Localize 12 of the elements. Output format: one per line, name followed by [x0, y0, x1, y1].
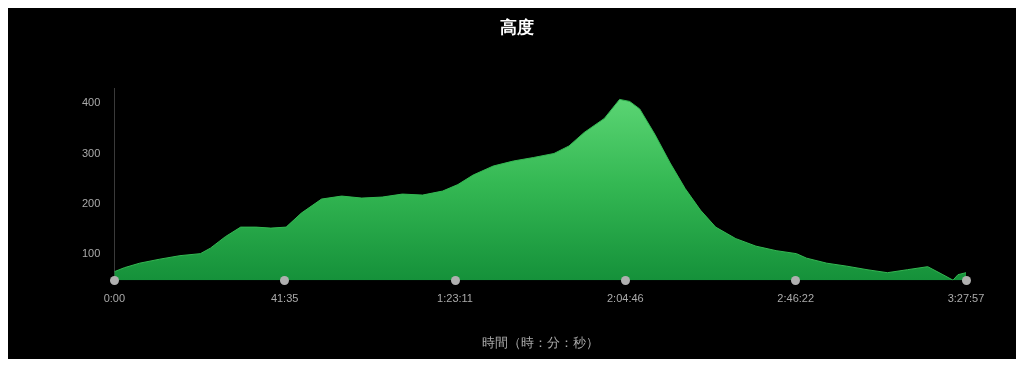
y-tick-label: 100	[81, 246, 101, 259]
x-tick-label: 2:46:22	[777, 291, 815, 304]
y-tick-label: 200	[81, 196, 101, 209]
x-tick-label: 0:00	[103, 291, 126, 304]
x-axis-title: 時間（時：分：秒）	[481, 334, 599, 350]
x-tick-label: 2:04:46	[606, 291, 644, 304]
y-tick-label: 400	[81, 96, 101, 109]
x-tick-label: 1:23:11	[437, 291, 473, 304]
y-tick-label: 300	[81, 146, 101, 159]
x-tick-label: 41:35	[270, 291, 299, 304]
chart-title: 高度	[500, 16, 534, 37]
x-tick-label: 3:27:57	[947, 291, 985, 304]
